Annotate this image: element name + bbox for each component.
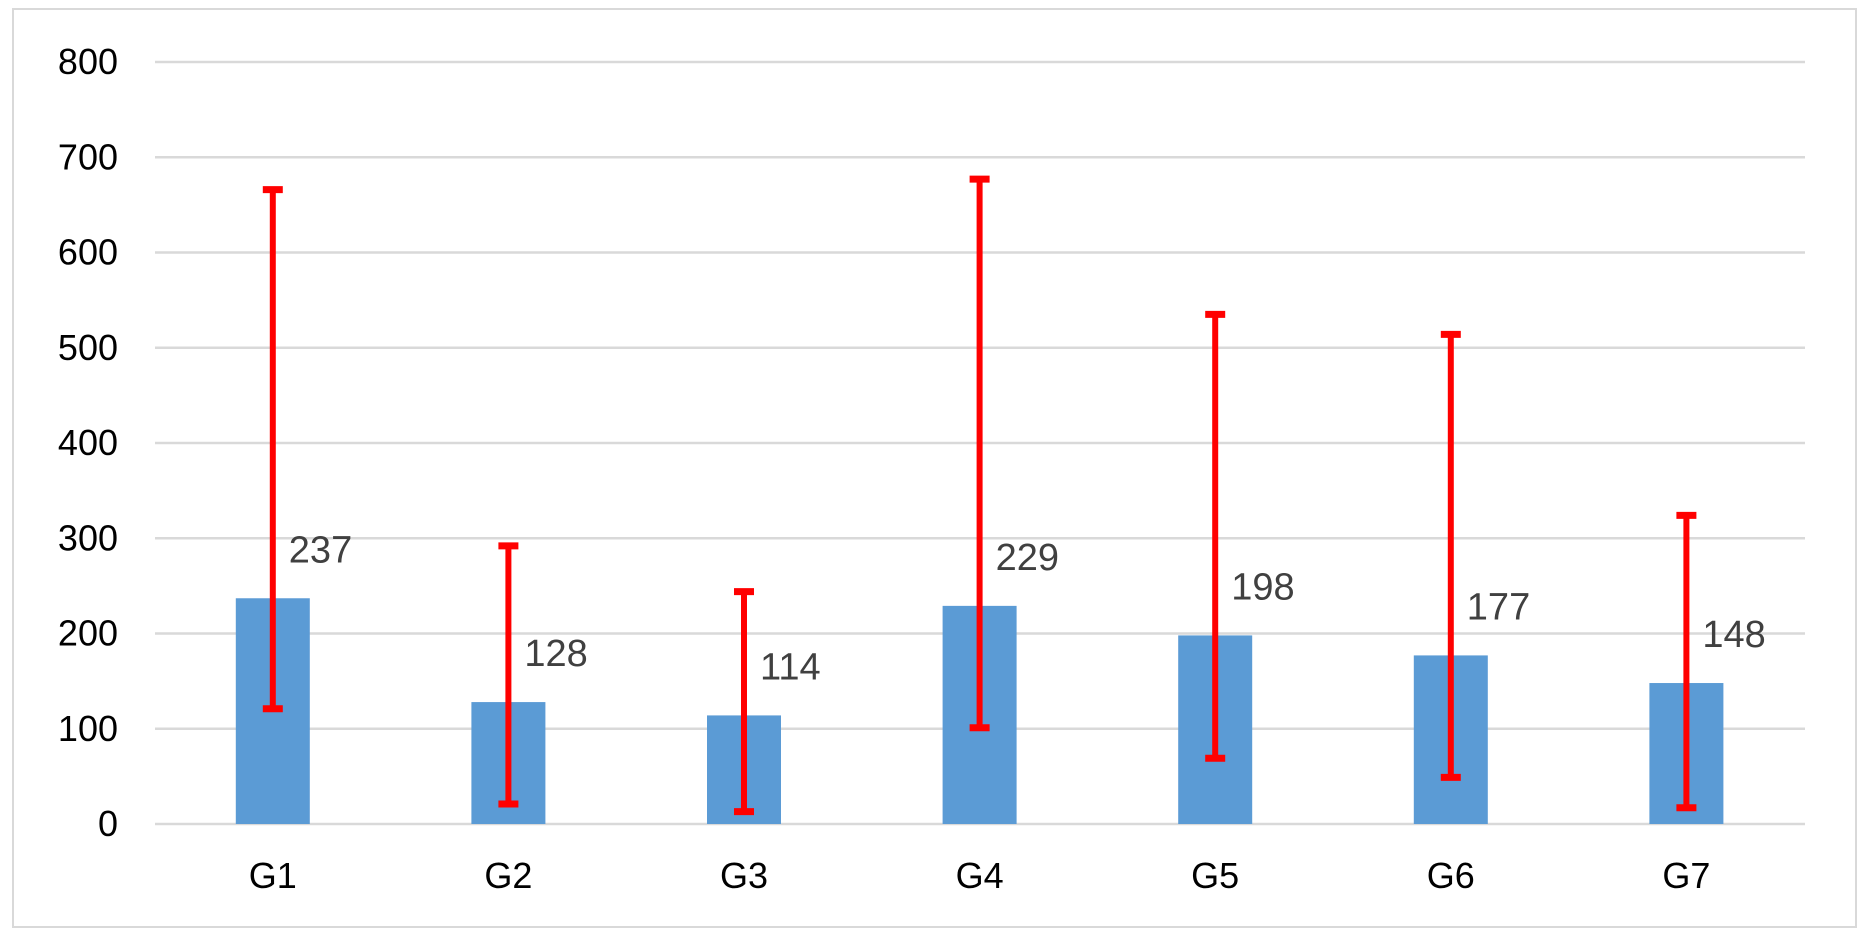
category-label-g1: G1 — [249, 855, 297, 896]
y-tick-label: 200 — [58, 613, 118, 654]
y-tick-label: 500 — [58, 327, 118, 368]
x-axis-category-labels: G1 G2 G3 G4 G5 G6 G7 — [249, 855, 1711, 896]
y-tick-label: 100 — [58, 708, 118, 749]
category-label-g2: G2 — [484, 855, 532, 896]
data-label-g5: 198 — [1231, 566, 1294, 608]
error-bar-g1 — [262, 186, 283, 713]
data-label-g7: 148 — [1702, 614, 1765, 656]
data-label-g2: 128 — [524, 633, 587, 675]
category-label-g7: G7 — [1662, 855, 1710, 896]
data-labels: 237 128 114 229 198 177 148 — [289, 529, 1766, 688]
category-label-g3: G3 — [720, 855, 768, 896]
error-bar-g5 — [1205, 310, 1226, 762]
error-bar-g6 — [1440, 330, 1461, 781]
y-tick-label: 400 — [58, 422, 118, 463]
y-axis-tick-labels: 0 100 200 300 400 500 600 700 800 — [58, 41, 118, 844]
y-tick-label: 800 — [58, 41, 118, 82]
category-label-g6: G6 — [1427, 855, 1475, 896]
chart-frame — [12, 8, 1857, 928]
category-label-g4: G4 — [956, 855, 1004, 896]
y-tick-label: 0 — [98, 803, 118, 844]
category-label-g5: G5 — [1191, 855, 1239, 896]
data-label-g6: 177 — [1467, 586, 1530, 628]
error-bar-g4 — [969, 175, 990, 732]
error-bars — [262, 175, 1697, 816]
y-tick-label: 300 — [58, 517, 118, 558]
error-bar-g2 — [498, 542, 519, 808]
data-label-g4: 229 — [996, 537, 1059, 579]
data-label-g3: 114 — [760, 646, 821, 688]
y-tick-label: 700 — [58, 136, 118, 177]
error-bar-g7 — [1676, 511, 1697, 812]
y-tick-label: 600 — [58, 232, 118, 273]
data-label-g1: 237 — [289, 529, 352, 571]
error-bar-g3 — [734, 588, 754, 816]
